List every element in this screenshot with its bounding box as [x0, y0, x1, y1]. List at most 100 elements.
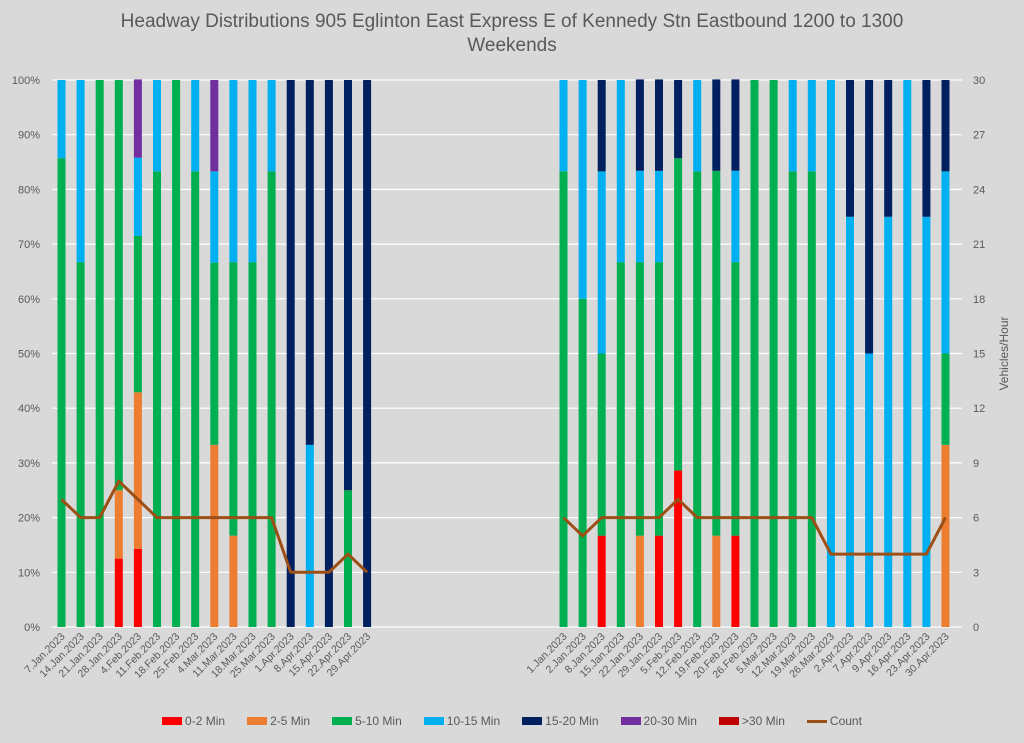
bar-segment: [133, 392, 142, 549]
bar-segment: [229, 535, 238, 627]
legend: 0-2 Min 2-5 Min 5-10 Min 10-15 Min 15-20 Min…: [0, 714, 1024, 728]
bar-segment: [133, 235, 142, 393]
y-axis-label-right: Vehicles/Hour: [997, 316, 1011, 390]
y-tick-right: 0: [973, 622, 979, 634]
bar-segment: [76, 80, 85, 263]
legend-item: 15-20 Min: [522, 714, 599, 728]
bar-segment: [807, 80, 816, 172]
bar-segment: [941, 80, 950, 172]
bar-segment: [635, 79, 644, 171]
legend-item: 5-10 Min: [332, 714, 402, 728]
bar-segment: [712, 79, 721, 171]
bar-segment: [267, 80, 276, 172]
y-tick-left: 10%: [18, 567, 40, 579]
bar-segment: [655, 79, 663, 171]
bar-segment: [344, 490, 352, 627]
y-tick-right: 12: [973, 403, 985, 415]
bar-segment: [229, 262, 238, 536]
legend-item: 2-5 Min: [247, 714, 310, 728]
legend-label: 5-10 Min: [355, 714, 402, 728]
bar-segment: [693, 171, 702, 627]
y-tick-left: 100%: [12, 75, 40, 87]
bar-segment: [133, 157, 142, 236]
bar-segment: [210, 80, 219, 172]
legend-label: 0-2 Min: [185, 714, 226, 728]
y-tick-right: 9: [973, 458, 979, 470]
bar-segment: [559, 171, 568, 627]
bar-segment: [826, 80, 835, 627]
bar-segment: [731, 170, 740, 263]
bar-segment: [114, 558, 123, 627]
bar-segment: [133, 548, 142, 627]
bar-segment: [597, 353, 606, 536]
bar-segment: [133, 79, 142, 158]
y-tick-left: 0%: [24, 622, 40, 634]
legend-label: 2-5 Min: [270, 714, 311, 728]
bar-segment: [846, 216, 854, 627]
legend-label: Count: [829, 714, 862, 728]
bar-segment: [655, 262, 663, 536]
bar-segment: [191, 171, 200, 627]
bar-segment: [884, 80, 893, 217]
legend-label: 20-30 Min: [643, 714, 697, 728]
legend-line-swatch: [806, 719, 827, 723]
bar-segment: [750, 80, 759, 627]
bar-segment: [635, 170, 644, 263]
bar-segment: [865, 353, 874, 627]
y-tick-left: 80%: [18, 184, 40, 196]
bar-segment: [941, 353, 950, 445]
bar-segment: [95, 80, 104, 627]
bar-segment: [305, 80, 314, 445]
y-tick-right: 27: [973, 130, 985, 142]
bar-segment: [616, 262, 625, 627]
bar-segment: [616, 80, 625, 263]
bar-segment: [769, 80, 778, 627]
bar-segment: [655, 170, 663, 263]
legend-item: >30 Min: [718, 714, 785, 728]
legend-color-swatch: [718, 717, 739, 725]
y-tick-left: 90%: [18, 130, 40, 142]
bar-segment: [114, 490, 123, 559]
bar-segment: [865, 80, 874, 354]
legend-color-swatch: [620, 717, 641, 725]
bar-segment: [210, 171, 219, 263]
bar-segment: [712, 170, 721, 536]
y-tick-left: 40%: [18, 403, 40, 415]
bar-segment: [731, 535, 740, 627]
legend-item: Count: [806, 714, 862, 728]
bar-segment: [788, 80, 797, 172]
bar-segment: [846, 80, 854, 217]
y-tick-left: 50%: [18, 349, 40, 361]
bar-segment: [286, 80, 295, 627]
y-tick-left: 30%: [18, 458, 40, 470]
bar-segment: [922, 216, 931, 627]
bar-segment: [597, 535, 606, 627]
bar-segment: [674, 158, 683, 471]
bar-segment: [76, 262, 85, 627]
y-tick-right: 3: [973, 567, 979, 579]
bar-segment: [597, 171, 606, 354]
y-tick-left: 60%: [18, 294, 40, 306]
bar-segment: [153, 171, 161, 627]
legend-color-swatch: [332, 717, 353, 725]
bar-segment: [635, 535, 644, 627]
y-tick-right: 6: [973, 513, 979, 525]
bar-segment: [153, 80, 161, 172]
legend-color-swatch: [423, 717, 444, 725]
y-tick-right: 18: [973, 294, 985, 306]
bar-segment: [210, 444, 219, 627]
chart-title-line1: Headway Distributions 905 Eglinton East …: [120, 11, 904, 32]
bar-segment: [922, 80, 931, 217]
count-line: [562, 497, 947, 556]
bar-segment: [114, 80, 123, 491]
bar-segment: [731, 262, 740, 536]
y-tick-left: 20%: [18, 513, 40, 525]
chart-subtitle: Weekends: [467, 35, 557, 56]
chart-title: Headway Distributions 905 Eglinton East …: [0, 10, 1024, 58]
legend-label: >30 Min: [741, 714, 785, 728]
bar-segment: [884, 216, 893, 627]
bar-segment: [941, 171, 950, 354]
bar-segment: [693, 80, 702, 172]
